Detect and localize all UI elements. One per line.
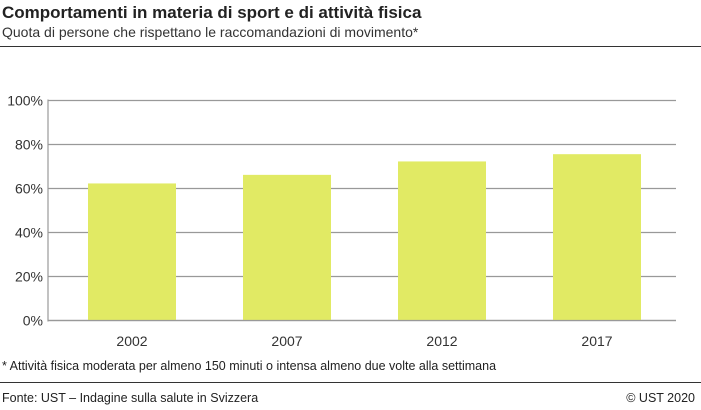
- y-tick-label: 60%: [15, 181, 43, 197]
- y-tick-label: 20%: [15, 269, 43, 285]
- source: Fonte: UST – Indagine sulla salute in Sv…: [2, 391, 259, 405]
- copyright: © UST 2020: [626, 391, 695, 405]
- bar-2002: [88, 183, 176, 321]
- chart-subtitle: Quota di persone che rispettano le racco…: [2, 24, 419, 40]
- x-tick-label: 2002: [116, 333, 147, 349]
- bar-2007: [243, 174, 331, 321]
- bar-2017: [553, 154, 641, 321]
- y-tick-label: 0%: [23, 313, 43, 329]
- y-tick-label: 40%: [15, 225, 43, 241]
- y-tick-label: 80%: [15, 137, 43, 153]
- y-tick-label: 100%: [7, 93, 43, 109]
- x-tick-label: 2017: [581, 333, 612, 349]
- x-tick-label: 2012: [426, 333, 457, 349]
- footnote: * Attività fisica moderata per almeno 15…: [2, 359, 497, 373]
- bar-2012: [398, 161, 486, 321]
- chart-title: Comportamenti in materia di sport e di a…: [2, 3, 422, 22]
- header-divider: [0, 46, 701, 47]
- x-tick-label: 2007: [271, 333, 302, 349]
- footer-divider: [0, 382, 701, 383]
